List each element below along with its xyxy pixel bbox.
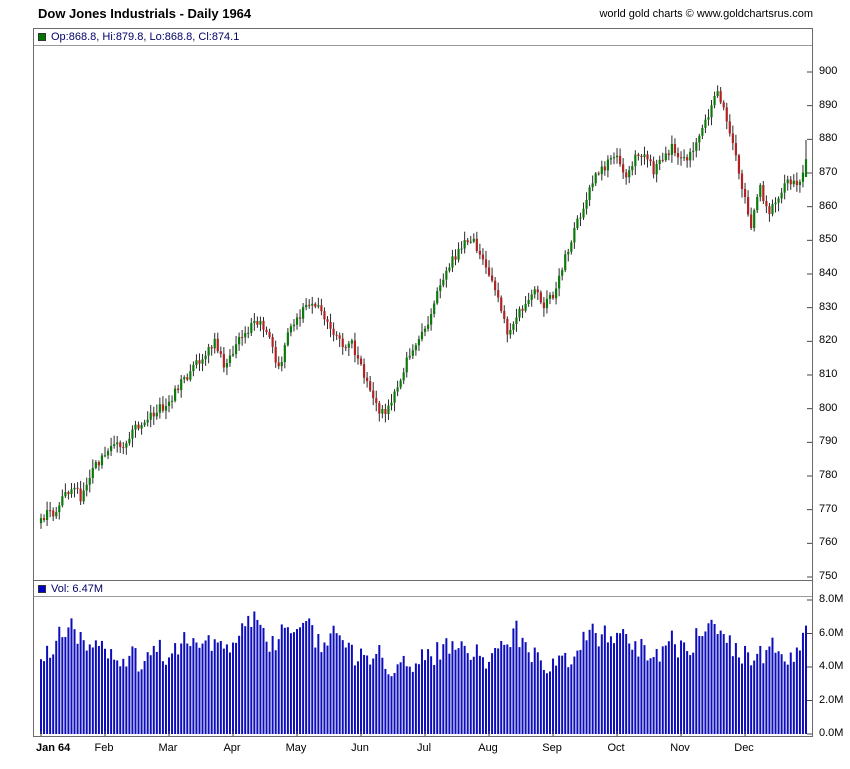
- x-axis-label: Mar: [158, 742, 178, 754]
- x-axis-label: Feb: [94, 742, 114, 754]
- price-legend: Op:868.8, Hi:879.8, Lo:868.8, Cl:874.1: [34, 29, 812, 46]
- price-tick-label: 850: [819, 233, 838, 246]
- volume-bars-canvas: [40, 599, 812, 736]
- x-axis-label: May: [285, 742, 307, 754]
- volume-tick-label: 4.0M: [819, 660, 844, 672]
- price-plot: [34, 46, 812, 580]
- x-axis-label: Jan 64: [36, 742, 71, 754]
- price-tick-label: 890: [819, 98, 838, 111]
- price-tick-label: 870: [819, 166, 838, 178]
- x-axis-label: Apr: [223, 742, 241, 754]
- volume-tick-label: 6.0M: [819, 626, 844, 639]
- x-axis-label: Dec: [734, 742, 754, 754]
- volume-plot: [34, 597, 812, 736]
- chart-frame: Op:868.8, Hi:879.8, Lo:868.8, Cl:874.1 V…: [33, 28, 813, 737]
- copyright-text: world gold charts © www.goldchartsrus.co…: [599, 8, 813, 20]
- volume-legend: Vol: 6.47M: [34, 580, 812, 597]
- right-axis-labels: 900 890 880 870 860 850 840 830 820 810 800 790 780 7…: [817, 0, 850, 769]
- volume-series-marker-icon: [38, 584, 46, 593]
- volume-tick-label: 8.0M: [819, 593, 844, 605]
- price-tick-label: 770: [819, 502, 838, 515]
- page-title: Dow Jones Industrials - Daily 1964: [38, 6, 252, 21]
- x-axis-label: Jun: [351, 742, 369, 754]
- volume-tick-label: 0.0M: [819, 727, 844, 739]
- volume-label: Vol: 6.47M: [51, 582, 103, 595]
- price-tick-label: 800: [819, 401, 838, 414]
- price-tick-label: 790: [819, 435, 838, 448]
- x-axis-label: Nov: [670, 742, 690, 754]
- price-series-marker-icon: [38, 33, 46, 41]
- price-tick-label: 840: [819, 267, 838, 279]
- volume-tick-label: 2.0M: [819, 693, 844, 706]
- price-tick-label: 810: [819, 368, 838, 380]
- price-tick-label: 830: [819, 300, 838, 313]
- price-tick-label: 760: [819, 536, 838, 549]
- x-axis-labels: Jan 64 Feb Mar Apr May Jun Jul Aug Sep Oct Nov Dec: [33, 740, 813, 758]
- price-tick-label: 780: [819, 469, 838, 481]
- price-tick-label: 880: [819, 132, 838, 145]
- x-axis-label: Oct: [607, 742, 625, 754]
- price-tick-label: 900: [819, 65, 838, 77]
- price-tick-label: 860: [819, 199, 838, 212]
- x-axis-label: Jul: [416, 742, 432, 754]
- price-candles-canvas: [39, 71, 812, 578]
- x-axis-label: Aug: [478, 742, 498, 754]
- price-tick-label: 820: [819, 334, 838, 347]
- price-tick-label: 750: [819, 570, 838, 582]
- price-ohlc-label: Op:868.8, Hi:879.8, Lo:868.8, Cl:874.1: [51, 31, 240, 43]
- x-axis-label: Sep: [542, 742, 562, 754]
